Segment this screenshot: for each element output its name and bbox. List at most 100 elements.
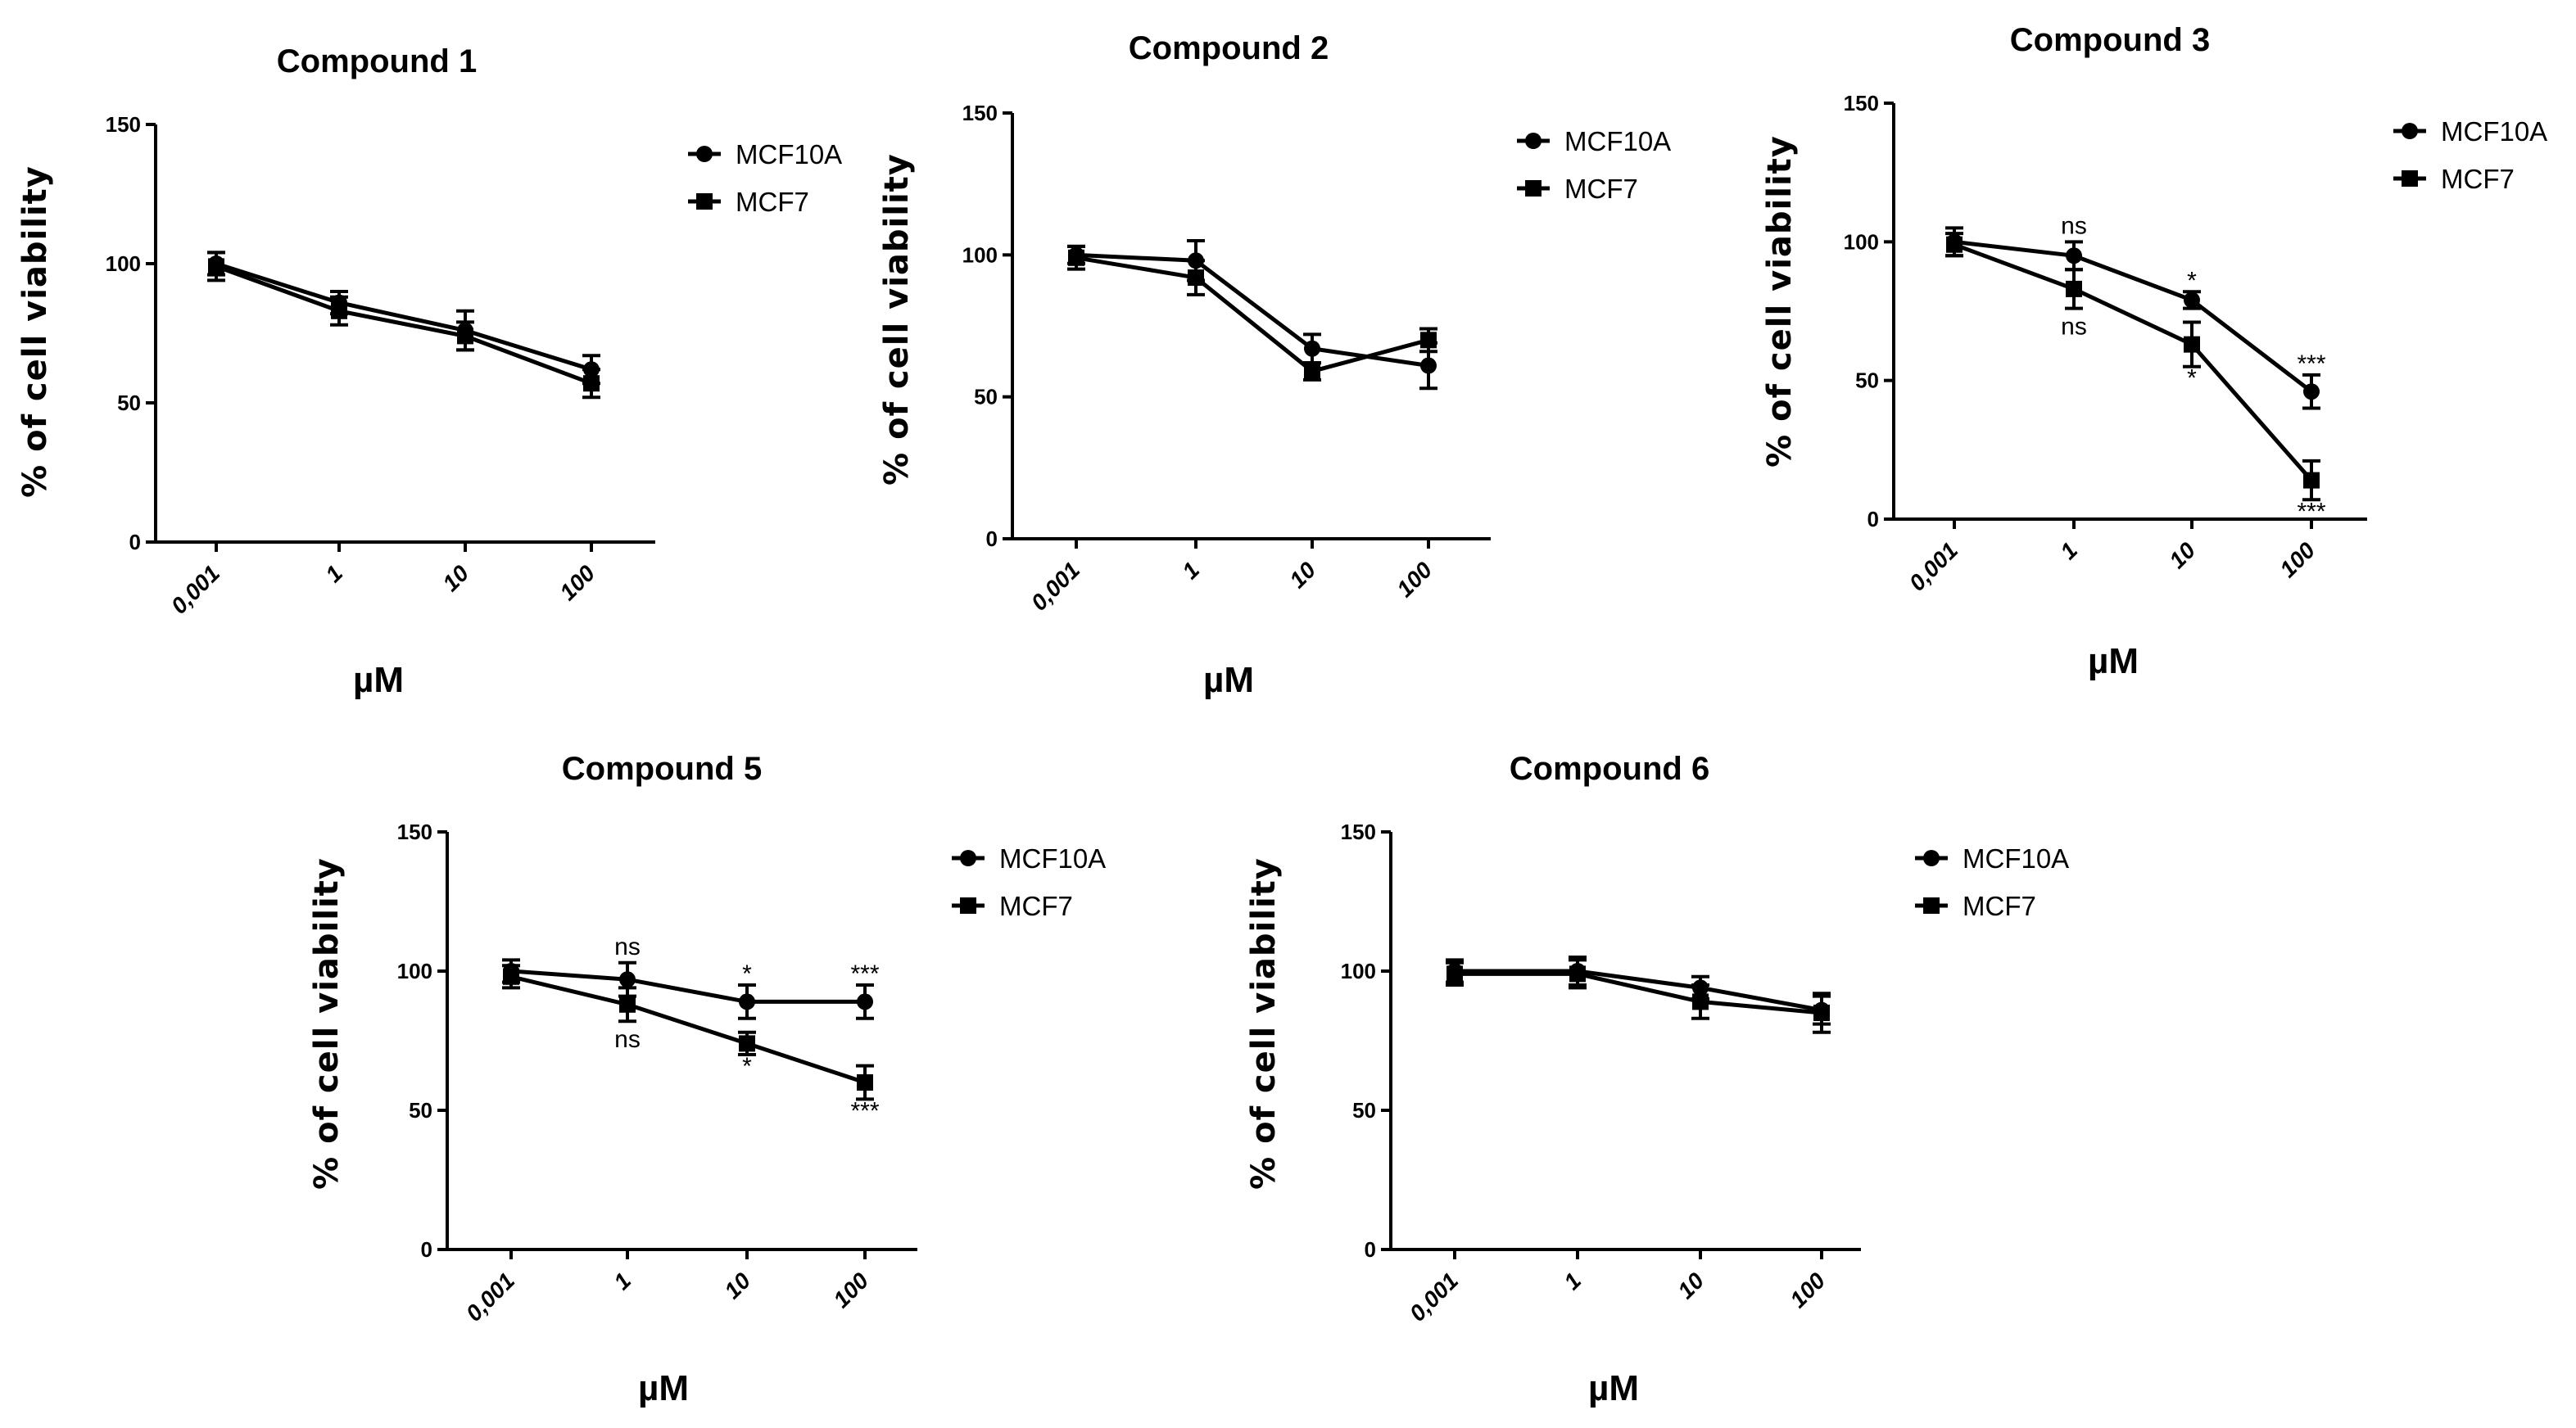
series-line — [1954, 242, 2313, 482]
chart-panel-4: Compound 5 % of cell viability µM 0 50 100 150… — [308, 751, 1106, 1408]
legend-label: MCF10A — [2441, 116, 2547, 147]
legend-item-mcf7: MCF7 — [1517, 174, 1638, 204]
legend-item-mcf7: MCF7 — [2393, 164, 2515, 194]
significance-label: *** — [2297, 350, 2325, 377]
data-point — [739, 993, 755, 1010]
y-tick-label: 150 — [397, 820, 432, 844]
series-line — [1455, 971, 1822, 1015]
x-axis-label: µM — [1203, 660, 1254, 700]
series-mcf7 — [1446, 958, 1831, 1034]
legend-item-mcf7: MCF7 — [1915, 891, 2036, 921]
data-point — [331, 302, 347, 319]
data-point — [1420, 332, 1437, 349]
legend-marker — [960, 897, 976, 914]
chart-panel-1: Compound 1 % of cell viability µM 0 50 100 150… — [16, 43, 842, 700]
y-tick-label: 50 — [1855, 368, 1879, 393]
x-tick-label: 1 — [1559, 1268, 1586, 1295]
x-tick-label: 1 — [609, 1268, 636, 1295]
series-mcf7 — [1067, 244, 1437, 382]
significance-label: *** — [2297, 498, 2325, 525]
chart-title: Compound 5 — [562, 751, 762, 787]
series-mcf7: ns**** — [502, 964, 880, 1124]
series-line — [1954, 239, 2313, 394]
y-tick-label: 0 — [129, 530, 141, 554]
data-point — [2184, 291, 2200, 309]
series-mcf10a: ns**** — [1945, 212, 2326, 410]
significance-label: *** — [850, 960, 879, 987]
chart-panel-5: Compound 6 % of cell viability µM 0 50 100 150… — [1245, 751, 2069, 1408]
data-point — [1569, 965, 1586, 983]
significance-label: * — [2187, 267, 2197, 294]
series-mcf10a — [1446, 956, 1831, 1026]
data-point — [1068, 249, 1084, 266]
y-tick-label: 150 — [962, 101, 998, 125]
legend-marker — [696, 193, 713, 210]
y-tick-label: 150 — [1341, 820, 1376, 844]
y-tick-label: 0 — [1365, 1237, 1376, 1262]
legend-marker — [1525, 133, 1542, 149]
legend-label: MCF7 — [999, 891, 1073, 921]
legend-marker — [960, 850, 976, 866]
data-point — [2303, 383, 2320, 400]
legend-marker — [2402, 123, 2418, 139]
legend-item-mcf10a: MCF10A — [1517, 126, 1671, 156]
series-mcf10a — [1067, 239, 1437, 391]
x-tick-label: 0,001 — [166, 560, 224, 618]
significance-label: ns — [614, 933, 641, 960]
x-tick-label: 10 — [719, 1268, 755, 1304]
data-point — [2066, 247, 2082, 264]
x-tick-label: 0,001 — [1904, 537, 1963, 595]
y-tick-label: 150 — [1844, 91, 1879, 115]
y-tick-label: 50 — [409, 1098, 432, 1123]
data-point — [857, 993, 873, 1010]
y-tick-label: 100 — [1341, 959, 1376, 983]
x-tick-label: 100 — [1392, 557, 1437, 602]
data-point — [2303, 472, 2320, 489]
legend-marker — [1923, 850, 1940, 866]
x-tick-label: 10 — [437, 560, 473, 596]
y-tick-label: 100 — [106, 251, 141, 276]
series-mcf7 — [207, 251, 600, 400]
chart-title: Compound 2 — [1129, 30, 1329, 66]
x-tick-label: 1 — [320, 560, 347, 587]
data-point — [1188, 269, 1204, 287]
legend-marker — [696, 146, 713, 162]
chart-title: Compound 3 — [2010, 22, 2210, 58]
chart-panel-2: Compound 2 % of cell viability µM 0 50 100 150… — [878, 30, 1671, 700]
y-tick-label: 50 — [117, 391, 141, 415]
y-axis-label: % of cell viability — [16, 165, 54, 498]
data-point — [2066, 280, 2082, 297]
y-tick-label: 100 — [397, 959, 432, 983]
y-tick-label: 0 — [986, 526, 998, 551]
significance-label: ns — [2061, 212, 2087, 239]
significance-label: * — [742, 1053, 752, 1080]
data-point — [1946, 236, 1963, 253]
data-point — [2184, 336, 2200, 353]
x-tick-label: 100 — [2275, 537, 2320, 582]
y-tick-label: 0 — [421, 1237, 432, 1262]
chart-panel-3: Compound 3 % of cell viability µM 0 50 100 150… — [1761, 22, 2547, 681]
y-tick-label: 50 — [1352, 1098, 1376, 1123]
data-point — [739, 1035, 755, 1052]
x-tick-label: 10 — [2164, 537, 2200, 573]
x-tick-label: 1 — [1177, 557, 1204, 584]
x-axis-label: µM — [638, 1368, 689, 1408]
data-point — [503, 968, 519, 985]
y-axis-label: % of cell viability — [1245, 857, 1283, 1190]
legend-label: MCF7 — [736, 187, 809, 217]
series-mcf10a: ns**** — [502, 933, 880, 1020]
legend-item-mcf7: MCF7 — [688, 187, 809, 217]
series-line — [215, 264, 592, 386]
y-tick-label: 0 — [1867, 507, 1879, 531]
legend-label: MCF10A — [736, 139, 842, 169]
significance-label: *** — [850, 1097, 879, 1124]
significance-label: ns — [614, 1026, 641, 1053]
data-point — [857, 1074, 873, 1091]
data-point — [208, 258, 224, 275]
chart-title: Compound 1 — [277, 43, 477, 79]
data-point — [457, 328, 473, 345]
series-line — [510, 969, 865, 1004]
legend-marker — [1923, 897, 1940, 914]
significance-label: * — [742, 960, 752, 987]
